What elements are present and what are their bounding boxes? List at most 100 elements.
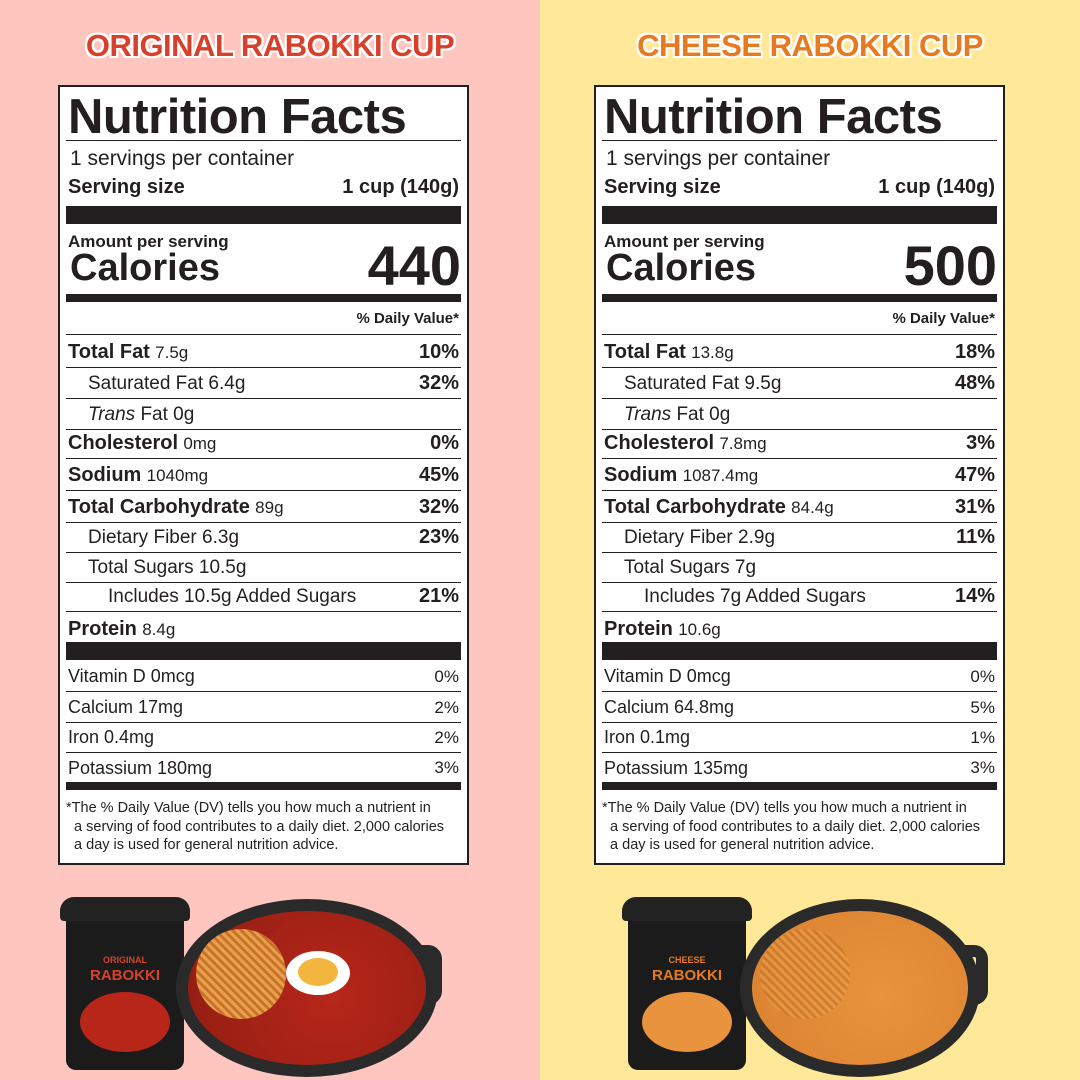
nutrient-name-group: Total Fat 13.8g — [604, 341, 734, 364]
product-image: ORIGINAL RABOKKI — [60, 893, 466, 1080]
vitamin-row: Potassium 135mg 3% — [602, 753, 997, 783]
serving-size-label: Serving size — [604, 176, 721, 198]
nutrient-daily-value: 0% — [430, 432, 459, 454]
footnote: *The % Daily Value (DV) tells you how mu… — [602, 800, 981, 853]
vitamin-daily-value: 5% — [970, 697, 995, 717]
divider — [66, 140, 461, 141]
nutrient-row: Total Carbohydrate 84.4g 31% — [602, 493, 997, 523]
thick-divider — [602, 782, 997, 790]
nutrient-name: Total Sugars 7g — [624, 556, 757, 578]
cheese-panel: CHEESE RABOKKI CUP Nutrition Facts 1 servi… — [540, 0, 1080, 1080]
nutrient-row: Includes 7g Added Sugars 14% — [602, 582, 997, 612]
vitamin-row: Calcium 17mg 2% — [66, 693, 461, 723]
nutrient-row: Sodium 1087.4mg 47% — [602, 461, 997, 491]
vitamin-daily-value: 1% — [970, 727, 995, 747]
nutrient-row: Dietary Fiber 6.3g 23% — [66, 523, 461, 553]
nutrient-name: Total Fat — [604, 341, 686, 363]
vitamin-name: Calcium 17mg — [68, 697, 184, 717]
serving-size-label: Serving size — [68, 176, 185, 198]
nutrient-amount: 7.5g — [155, 343, 189, 362]
nutrient-name: Protein — [604, 617, 673, 640]
vitamin-name: Iron 0.1mg — [604, 727, 691, 747]
nutrient-daily-value: 32% — [418, 496, 459, 518]
nutrition-label: Nutrition Facts 1 servings per container S… — [594, 85, 1005, 865]
nutrition-label: Nutrition Facts 1 servings per container S… — [58, 85, 469, 865]
label-title: Nutrition Facts — [604, 90, 943, 144]
vitamin-daily-value: 0% — [970, 666, 995, 686]
nutrient-name-group: Cholesterol 7.8mg — [604, 432, 767, 455]
nutrient-amount: 8.4g — [142, 619, 176, 639]
nutrient-name-group: Cholesterol 0mg — [68, 432, 216, 455]
servings-per-container: 1 servings per container — [70, 147, 295, 170]
vitamin-daily-value: 3% — [970, 758, 995, 777]
nutrient-row: Dietary Fiber 2.9g 11% — [602, 523, 997, 553]
thick-divider — [602, 642, 997, 660]
product-image: CHEESE RABOKKI — [622, 893, 1028, 1080]
nutrient-name: Dietary Fiber 2.9g — [624, 526, 776, 548]
thick-divider — [66, 294, 461, 302]
footnote: *The % Daily Value (DV) tells you how mu… — [66, 800, 445, 853]
nutrient-name: Protein — [68, 617, 137, 640]
nutrient-daily-value: 31% — [954, 496, 995, 518]
nutrient-row: Saturated Fat 9.5g 48% — [602, 369, 997, 399]
cup-bowl-photo — [642, 992, 732, 1052]
nutrient-daily-value: 14% — [954, 585, 995, 607]
nutrient-name-group: Dietary Fiber 2.9g — [624, 527, 775, 549]
vitamin-row: Vitamin D 0mcg 0% — [66, 662, 461, 692]
nutrient-daily-value: 11% — [956, 526, 995, 548]
vitamin-name: Vitamin D 0mcg — [604, 666, 731, 686]
cup-logo-line2: RABOKKI — [652, 967, 722, 984]
nutrient-name: Cholesterol — [68, 432, 179, 454]
vitamin-row: Potassium 180mg 3% — [66, 753, 461, 783]
cup-logo-line1: CHEESE — [668, 955, 706, 965]
vitamin-daily-value: 2% — [434, 727, 459, 747]
nutrient-name: Cholesterol — [604, 432, 715, 454]
nutrient-daily-value: 47% — [954, 464, 995, 486]
cup-logo-line1: ORIGINAL — [103, 955, 147, 965]
nutrient-name-group: Total Carbohydrate 89g — [68, 496, 284, 519]
nutrient-daily-value: 10% — [418, 341, 459, 363]
amount-per-serving: Amount per serving — [604, 232, 765, 251]
pan-image — [176, 899, 438, 1077]
nutrient-amount: 84.4g — [791, 498, 834, 517]
nutrient-name-group: Total Sugars 10.5g — [88, 557, 246, 579]
nutrient-name-group: Total Sugars 7g — [624, 557, 756, 579]
divider — [602, 334, 997, 335]
nutrient-name: Total Sugars 10.5g — [88, 556, 247, 578]
nutrient-row: Saturated Fat 6.4g 32% — [66, 369, 461, 399]
nutrient-daily-value: 32% — [418, 372, 459, 394]
daily-value-header: % Daily Value* — [892, 310, 995, 327]
cup-lid — [622, 897, 752, 921]
nutrient-daily-value: 45% — [418, 464, 459, 486]
cup-lid — [60, 897, 190, 921]
divider — [602, 140, 997, 141]
serving-size-value: 1 cup (140g) — [342, 176, 459, 198]
nutrient-amount: 0mg — [183, 434, 217, 453]
nutrient-daily-value: 21% — [418, 585, 459, 607]
nutrient-name: Total Fat — [68, 341, 150, 363]
nutrient-name-group: Trans Fat 0g — [624, 404, 730, 426]
vitamin-name: Vitamin D 0mcg — [68, 666, 195, 686]
nutrient-row: Total Carbohydrate 89g 32% — [66, 493, 461, 523]
nutrient-name-group: Total Fat 7.5g — [68, 341, 188, 364]
nutrient-name-group: Total Carbohydrate 84.4g — [604, 496, 834, 519]
cup-package-image: ORIGINAL RABOKKI — [60, 897, 190, 1070]
thick-divider — [602, 206, 997, 224]
nutrient-row: Total Fat 7.5g 10% — [66, 338, 461, 368]
nutrient-row: Trans Fat 0g — [602, 400, 997, 430]
thick-divider — [602, 294, 997, 302]
nutrient-row: Trans Fat 0g — [66, 400, 461, 430]
nutrient-row: Includes 10.5g Added Sugars 21% — [66, 582, 461, 612]
serving-size-value: 1 cup (140g) — [878, 176, 995, 198]
nutrient-name: Trans — [88, 403, 136, 425]
nutrient-daily-value: 3% — [966, 432, 995, 454]
nutrient-amount: 1087.4mg — [682, 466, 759, 485]
noodles — [760, 929, 850, 1019]
nutrient-row: Total Sugars 10.5g — [66, 553, 461, 583]
amount-per-serving: Amount per serving — [68, 232, 229, 251]
nutrient-amount: 7.8mg — [719, 434, 767, 453]
nutrient-daily-value: 23% — [418, 526, 459, 548]
nutrient-name: Saturated Fat 9.5g — [624, 372, 782, 394]
nutrient-name-group: Sodium 1040mg — [68, 464, 208, 487]
divider — [66, 334, 461, 335]
